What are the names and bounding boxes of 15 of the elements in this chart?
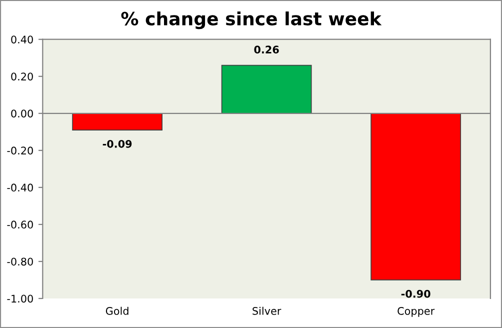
y-tick-label: -0.80 [7, 258, 33, 266]
y-tick-label: -1.00 [7, 294, 33, 303]
chart-title: % change since last week [121, 11, 382, 30]
x-tick-label: Gold [106, 306, 128, 315]
y-tick-label: -0.20 [7, 146, 33, 155]
x-tick-label: Copper [398, 306, 435, 317]
y-tick-label: 0.00 [11, 110, 33, 118]
y-tick-label: 0.20 [11, 72, 33, 80]
x-tick-label: Silver [252, 306, 282, 315]
y-tick-label: -0.40 [7, 184, 33, 192]
y-tick-label: -0.60 [7, 220, 33, 229]
data-label: -0.09 [102, 140, 132, 148]
y-tick-label: 0.40 [11, 36, 33, 44]
data-label: -0.90 [401, 290, 430, 298]
data-label: 0.26 [254, 46, 279, 54]
